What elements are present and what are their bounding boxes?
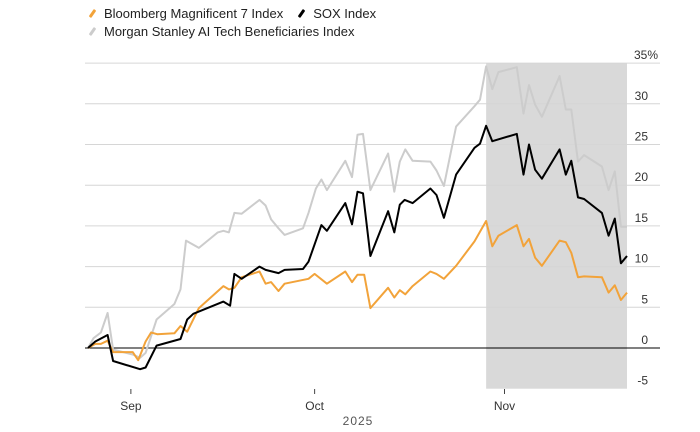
y-tick-label: 25 [635,130,649,144]
y-tick-label: 35% [634,48,658,62]
y-tick-label: 15 [635,211,649,225]
legend-label: Bloomberg Magnificent 7 Index [104,5,284,21]
y-tick-label: 5 [641,292,648,306]
y-tick-label: -5 [637,374,648,388]
y-tick-label: 10 [635,252,649,266]
x-tick-label: Sep [120,399,142,413]
legend-item-mag7: Bloomberg Magnificent 7 Index [88,6,283,21]
x-tick-label: Nov [494,399,515,413]
legend-label: SOX Index [313,5,377,21]
series-line-1 [87,124,628,371]
legend-label: Morgan Stanley AI Tech Beneficiaries Ind… [104,23,355,39]
series-line-0 [87,220,628,362]
x-axis-label: 2025 [343,414,374,428]
y-tick-label: 20 [635,170,649,184]
legend-item-sox: SOX Index [297,6,376,21]
y-tick-label: 30 [635,89,649,103]
series-line-2 [87,65,627,359]
y-tick-label: 0 [641,333,648,347]
x-tick-label: Oct [305,399,324,413]
legend: Bloomberg Magnificent 7 Index SOX Index … [88,4,390,40]
legend-item-ms-ai: Morgan Stanley AI Tech Beneficiaries Ind… [88,24,355,39]
